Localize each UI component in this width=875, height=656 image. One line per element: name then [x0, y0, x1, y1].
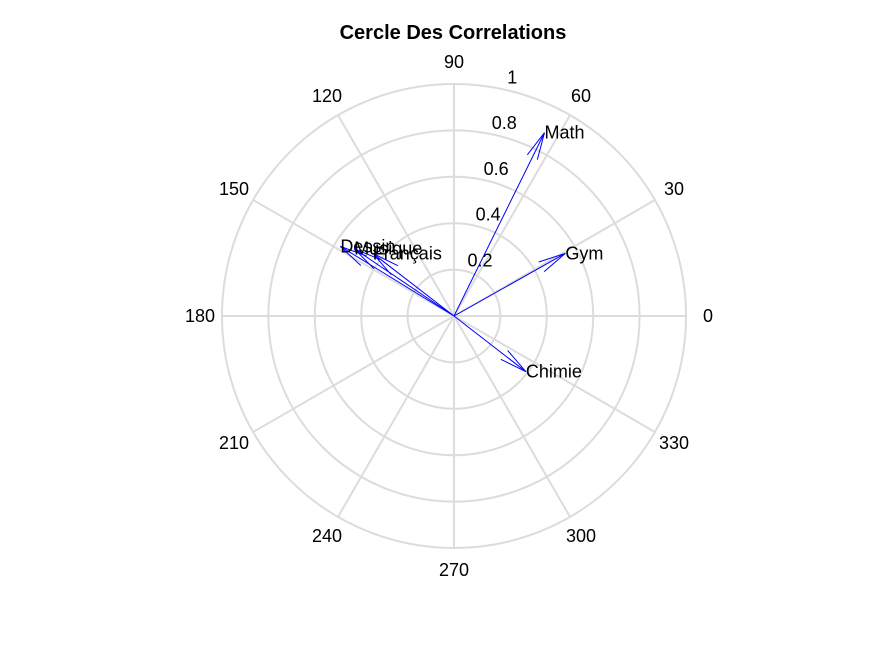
angle-tick-label: 120 [312, 86, 342, 106]
vector-math: Math [453, 123, 585, 317]
vector-musique: Musique [353, 239, 455, 317]
vector-arrowhead [526, 132, 545, 160]
angle-tick-labels: 0 30 60 90 120 150 180 210 240 270 300 330 [185, 52, 713, 580]
vector-chimie: Chimie [453, 315, 582, 382]
radius-tick-labels: 0.2 0.4 0.6 0.8 1 [468, 68, 518, 271]
vector-label: Gym [565, 243, 603, 263]
angle-tick-label: 210 [219, 433, 249, 453]
vector-label: Math [544, 123, 584, 143]
grid-spoke-2 [453, 114, 571, 317]
angle-tick-label: 60 [571, 86, 591, 106]
grid-spoke-11 [453, 315, 656, 433]
grid-spoke-10 [453, 315, 571, 518]
angle-tick-label: 270 [439, 560, 469, 580]
vector-gym: Gym [453, 243, 603, 317]
angle-tick-label: 330 [659, 433, 689, 453]
angle-tick-label: 150 [219, 179, 249, 199]
angle-tick-label: 240 [312, 526, 342, 546]
vector-line [453, 132, 545, 317]
vector-line [340, 245, 455, 317]
angle-tick-label: 90 [444, 52, 464, 72]
vector-line [453, 315, 527, 373]
angle-tick-label: 0 [703, 306, 713, 326]
vector-label: Musique [354, 239, 422, 259]
vector-line [372, 252, 455, 317]
vector-arrowhead [353, 248, 381, 270]
chart-title: Cercle Des Correlations [340, 22, 567, 44]
vector-arrowhead [538, 252, 566, 273]
angle-tick-label: 30 [664, 179, 684, 199]
radius-tick-label: 0.4 [476, 205, 501, 225]
grid-spoke-4 [337, 114, 455, 317]
grid-spoke-5 [252, 199, 455, 317]
vector-label: Chimie [526, 362, 582, 382]
polar-grid [221, 83, 687, 549]
vector-arrowhead [372, 252, 399, 275]
radius-tick-label: 0.8 [492, 113, 517, 133]
grid-spoke-8 [337, 315, 455, 518]
vector-français: Français [372, 243, 455, 317]
vector-line [353, 248, 455, 317]
radius-tick-label: 0.2 [468, 250, 493, 270]
radius-tick-label: 1 [507, 68, 517, 88]
angle-tick-label: 180 [185, 306, 215, 326]
vector-arrowhead [500, 350, 527, 373]
grid-spoke-7 [252, 315, 455, 433]
vector-label: Dessin [340, 236, 395, 256]
vector-label: Français [373, 243, 442, 263]
angle-tick-label: 300 [566, 526, 596, 546]
vector-line [453, 252, 566, 317]
radius-tick-label: 0.6 [484, 159, 509, 179]
